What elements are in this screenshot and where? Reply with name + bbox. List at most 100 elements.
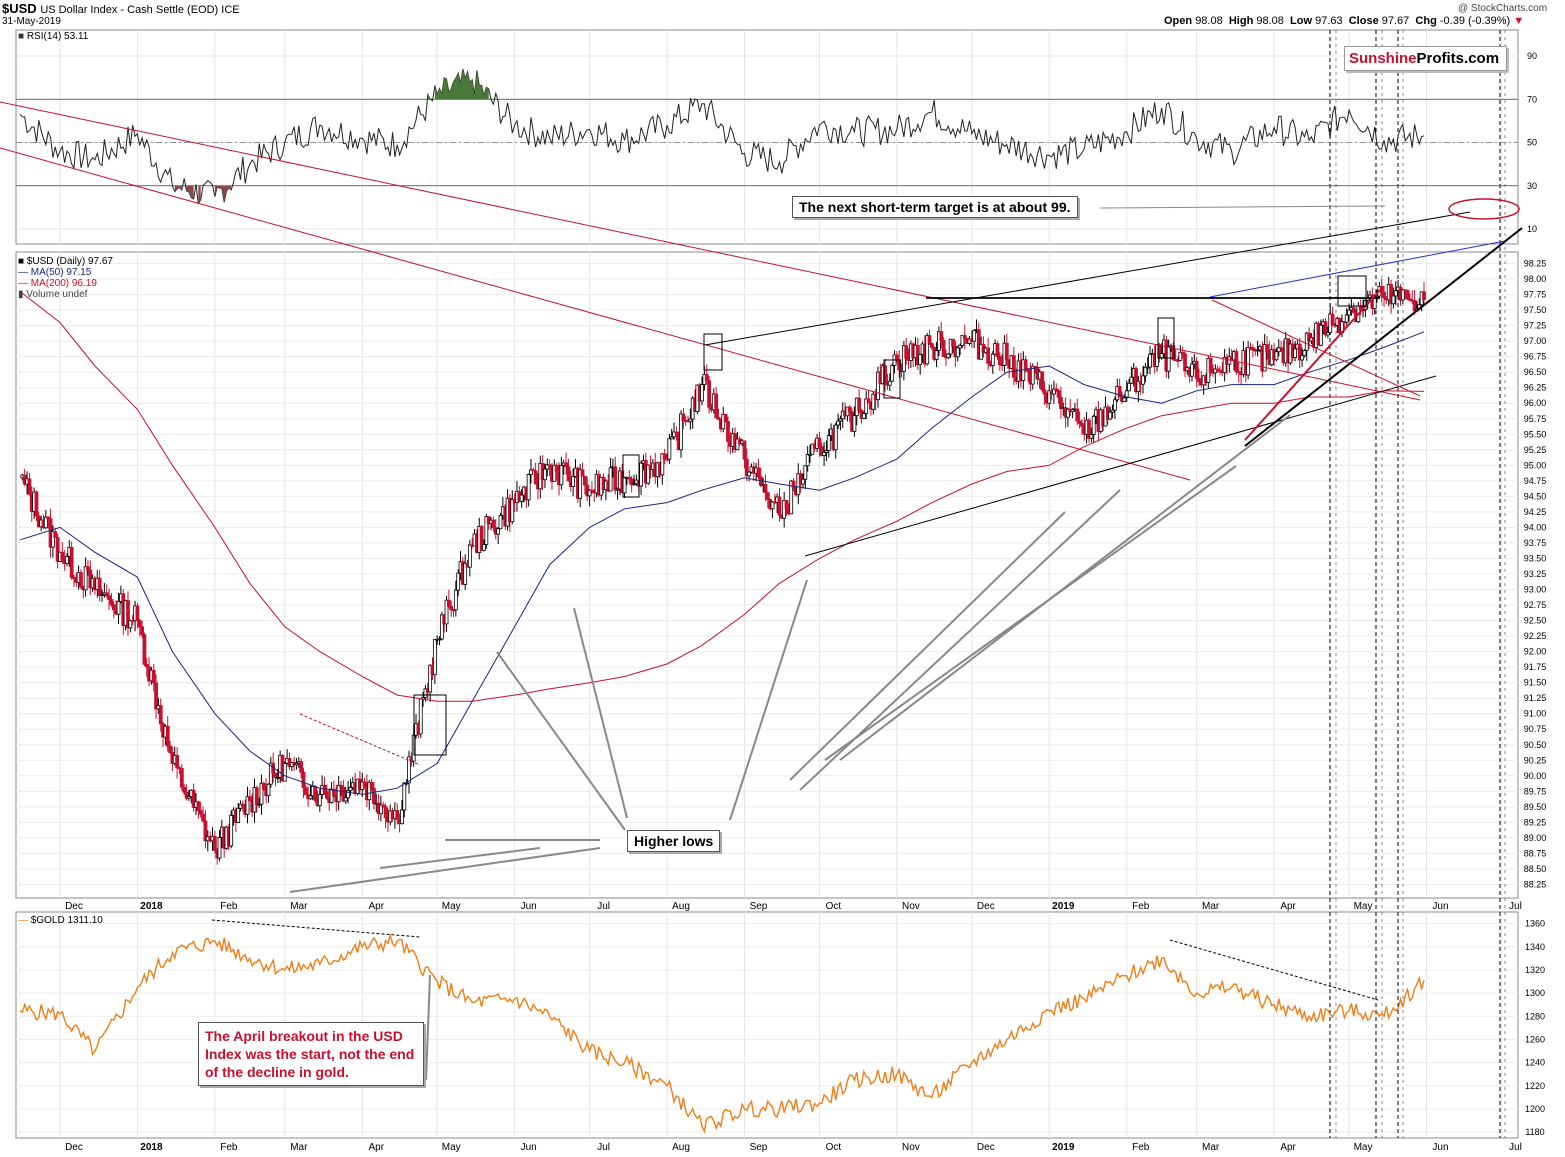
x-tick-label: Sep bbox=[750, 901, 768, 912]
candle-body bbox=[955, 347, 960, 358]
candle-body bbox=[491, 519, 496, 529]
candle-body bbox=[1300, 355, 1304, 361]
candle-body bbox=[372, 787, 376, 804]
candle-body bbox=[566, 466, 571, 482]
candle-body bbox=[367, 782, 372, 801]
red-resistance-line bbox=[0, 101, 1421, 401]
price-y-tick: 94.25 bbox=[1524, 507, 1547, 517]
red-dashed-line bbox=[299, 713, 421, 766]
candle-body bbox=[332, 788, 336, 797]
rsi-line bbox=[19, 68, 1425, 205]
candle-body bbox=[400, 809, 404, 825]
rsi-y-tick: 50 bbox=[1527, 138, 1537, 148]
candle-body bbox=[97, 577, 102, 596]
price-plot bbox=[19, 277, 1426, 865]
rsi-legend: ■ RSI(14) 53.11 bbox=[18, 31, 89, 42]
x-tick-label: Dec bbox=[977, 901, 995, 912]
red-steep-line bbox=[1244, 289, 1381, 441]
x-tick-label: Mar bbox=[290, 901, 308, 912]
candle-body bbox=[1190, 363, 1194, 377]
close-value: 97.67 bbox=[1381, 15, 1410, 27]
candle-body bbox=[1302, 349, 1307, 357]
candle-body bbox=[559, 464, 564, 486]
gold-plot bbox=[19, 932, 1425, 1134]
price-y-tick: 88.25 bbox=[1524, 879, 1547, 889]
candle-body bbox=[383, 806, 388, 819]
gold-y-tick: 1360 bbox=[1525, 919, 1545, 929]
candle-body bbox=[257, 803, 262, 806]
candle-body bbox=[51, 531, 55, 548]
price-y-tick: 95.00 bbox=[1524, 460, 1547, 470]
candle-body bbox=[826, 435, 831, 451]
candle-body bbox=[876, 371, 880, 401]
price-y-tick: 90.00 bbox=[1524, 771, 1547, 781]
candle-body bbox=[254, 787, 259, 806]
pointer-line bbox=[573, 607, 628, 819]
candle-body bbox=[529, 469, 533, 475]
price-y-tick: 98.00 bbox=[1524, 274, 1547, 284]
candle-body bbox=[1122, 397, 1127, 402]
rsi-extreme-fill bbox=[198, 185, 201, 204]
gold-y-tick: 1340 bbox=[1525, 942, 1545, 952]
candle-body bbox=[1047, 390, 1052, 404]
candle-body bbox=[674, 431, 679, 434]
target-pointer-line bbox=[1099, 205, 1386, 209]
x-tick-label: Mar bbox=[1202, 901, 1220, 912]
candle-body bbox=[1129, 376, 1134, 384]
x-tick-label: 2018 bbox=[140, 901, 163, 912]
candle-body bbox=[1422, 291, 1426, 300]
rsi-extreme-fill bbox=[214, 185, 232, 203]
candle-body bbox=[79, 572, 83, 588]
x-tick-label: Aug bbox=[672, 901, 690, 912]
sunshine-profits-logo: SunshineProfits.com bbox=[1344, 46, 1507, 71]
candle-body bbox=[1040, 371, 1045, 391]
candle-body bbox=[995, 343, 1000, 357]
x-tick-label: Apr bbox=[368, 1142, 384, 1153]
price-y-tick: 91.00 bbox=[1524, 709, 1547, 719]
candle-body bbox=[1215, 368, 1220, 371]
gold-y-tick: 1220 bbox=[1525, 1081, 1545, 1091]
ohlc-readout: Open 98.08 High 98.08 Low 97.63 Close 97… bbox=[1164, 15, 1524, 27]
candle-body bbox=[803, 465, 808, 480]
candle-body bbox=[951, 338, 955, 347]
candle-body bbox=[266, 783, 271, 797]
candle-body bbox=[362, 781, 367, 786]
candle-body bbox=[1145, 366, 1150, 369]
candle-body bbox=[437, 638, 442, 641]
x-tick-label: Feb bbox=[220, 1142, 238, 1153]
candle-body bbox=[929, 343, 934, 348]
candle-body bbox=[990, 353, 995, 366]
candle-body bbox=[545, 464, 550, 470]
candle-body bbox=[707, 380, 711, 408]
x-tick-label: Jun bbox=[521, 901, 537, 912]
x-tick-label: Nov bbox=[902, 901, 920, 912]
ma200-legend-text: MA(200) 96.19 bbox=[30, 278, 97, 289]
price-y-tick: 98.25 bbox=[1524, 259, 1547, 269]
candle-body bbox=[275, 776, 280, 779]
candle-body bbox=[777, 496, 782, 516]
candle-body bbox=[46, 516, 51, 520]
candle-body bbox=[69, 547, 74, 578]
ma200-line bbox=[19, 291, 1425, 702]
price-y-tick: 90.25 bbox=[1524, 755, 1547, 765]
candle-body bbox=[791, 480, 796, 489]
candle-body bbox=[615, 488, 620, 491]
vertical-marker-lines bbox=[1329, 30, 1506, 1138]
candle-body bbox=[810, 443, 815, 455]
volume-legend-text: Volume undef bbox=[26, 289, 88, 300]
candle-body bbox=[986, 347, 991, 364]
candle-body bbox=[1143, 366, 1148, 377]
candle-body bbox=[667, 438, 672, 460]
candle-body bbox=[669, 436, 674, 440]
candle-body bbox=[135, 605, 140, 621]
target-callout: The next short-term target is at about 9… bbox=[792, 196, 1078, 218]
highlight-box bbox=[883, 359, 901, 399]
gold-y-tick: 1300 bbox=[1525, 988, 1545, 998]
candle-body bbox=[1124, 390, 1129, 399]
candle-body bbox=[1080, 422, 1084, 427]
candle-body bbox=[168, 745, 172, 753]
candle-body bbox=[301, 771, 306, 789]
candle-body bbox=[402, 782, 407, 811]
candle-body bbox=[925, 335, 930, 365]
candle-body bbox=[726, 420, 730, 442]
